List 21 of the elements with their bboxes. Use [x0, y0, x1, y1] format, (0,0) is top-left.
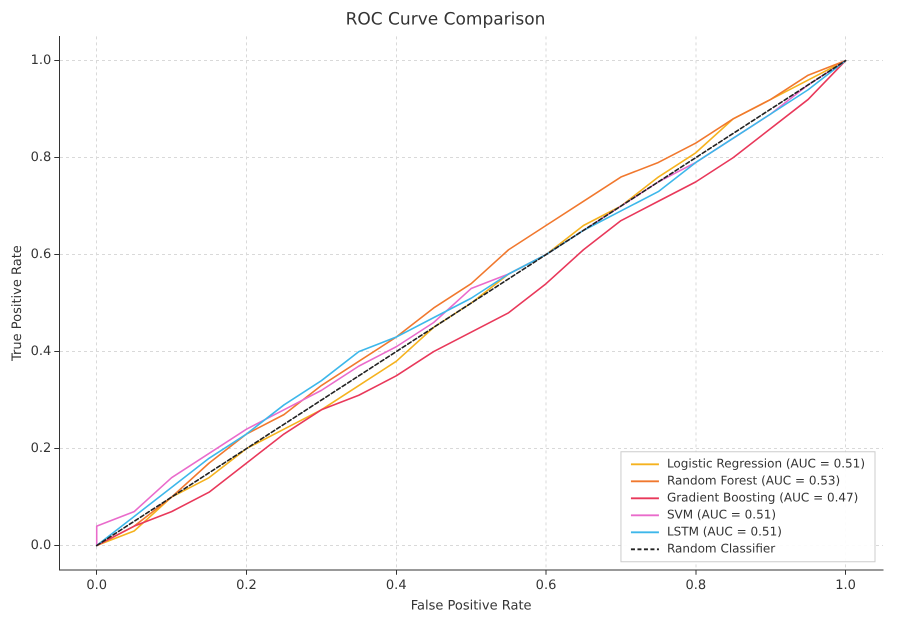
- y-tick-label: 0.6: [30, 246, 52, 262]
- x-tick-label: 1.0: [835, 578, 856, 593]
- y-axis-title: True Positive Rate: [10, 245, 26, 362]
- y-tick-label: 0.4: [30, 344, 52, 359]
- legend-label: Random Forest (AUC = 0.53): [666, 473, 840, 488]
- x-axis-title: False Positive Rate: [410, 598, 532, 614]
- x-tick-label: 0.6: [536, 578, 556, 593]
- legend-label: Logistic Regression (AUC = 0.51): [666, 456, 866, 470]
- y-tick-label: 0.2: [30, 440, 52, 456]
- legend-label: Gradient Boosting (AUC = 0.47): [666, 490, 858, 504]
- chart-title: ROC Curve Comparison: [346, 10, 546, 30]
- legend-label: LSTM (AUC = 0.51): [666, 524, 782, 538]
- x-tick-label: 0.0: [86, 578, 108, 593]
- x-tick-label: 0.4: [386, 578, 407, 593]
- y-tick-label: 0.8: [30, 150, 52, 165]
- y-tick-label: 0.0: [30, 538, 52, 553]
- legend-label: Random Classifier: [666, 541, 776, 556]
- x-tick-label: 0.8: [685, 578, 706, 593]
- y-tick-label: 1.0: [30, 53, 52, 68]
- legend-label: SVM (AUC = 0.51): [666, 507, 776, 522]
- x-tick-label: 0.2: [236, 578, 257, 593]
